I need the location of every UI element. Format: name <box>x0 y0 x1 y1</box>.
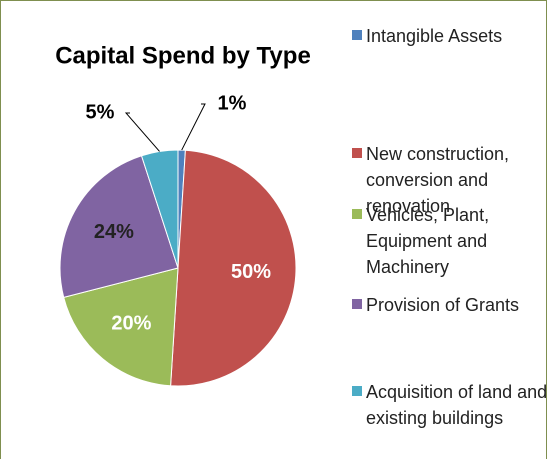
data-label: 5% <box>86 101 115 123</box>
pie-slice <box>140 149 179 269</box>
leader-line <box>181 103 206 151</box>
legend-swatch <box>352 386 362 396</box>
legend-swatch <box>352 148 362 158</box>
legend-item: Provision of Grants <box>352 292 547 318</box>
legend-item: Intangible Assets <box>352 23 547 49</box>
legend-label: Vehicles, Plant, Equipment and Machinery <box>366 205 490 277</box>
data-label: 20% <box>111 313 151 335</box>
legend-label: New construction, conversion and renovat… <box>366 144 510 216</box>
legend-swatch <box>352 30 362 40</box>
leader-line <box>124 112 160 152</box>
legend-item: Acquisition of land and existing buildin… <box>352 379 547 431</box>
data-label: 1% <box>218 92 247 114</box>
legend-label: Acquisition of land and existing buildin… <box>366 382 547 428</box>
pie-slice <box>170 149 297 387</box>
legend-item: Vehicles, Plant, Equipment and Machinery <box>352 202 547 280</box>
chart-title: Capital Spend by Type <box>55 42 311 69</box>
pie-slice <box>63 267 179 387</box>
data-label: 50% <box>231 261 271 283</box>
legend-item: New construction, conversion and renovat… <box>352 141 547 219</box>
legend-label: Provision of Grants <box>366 295 520 315</box>
legend-swatch <box>352 209 362 219</box>
legend-label: Intangible Assets <box>366 26 503 46</box>
pie-slice <box>59 155 179 298</box>
data-label: 24% <box>94 221 134 243</box>
legend-swatch <box>352 299 362 309</box>
